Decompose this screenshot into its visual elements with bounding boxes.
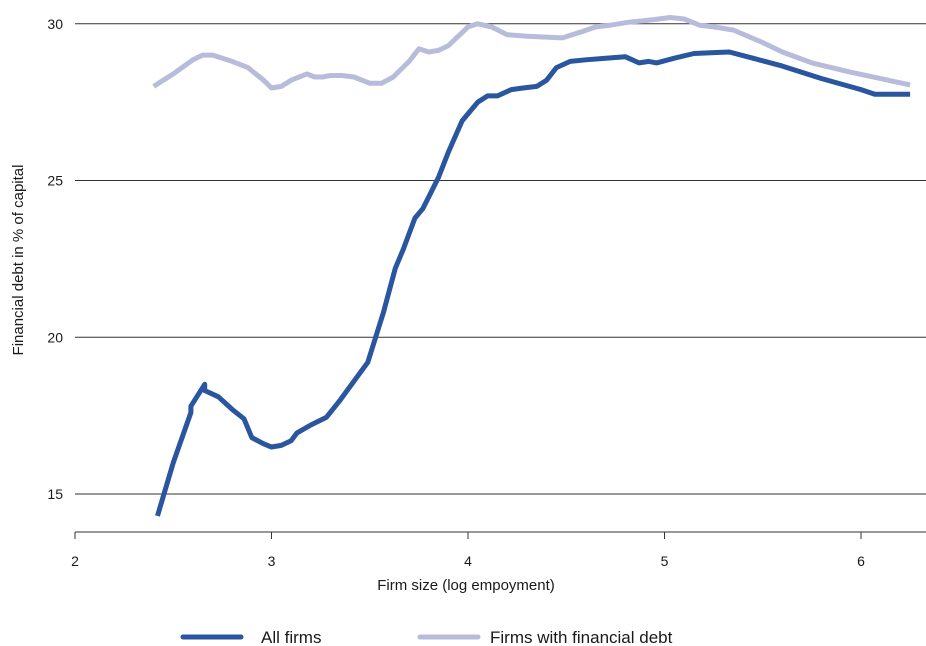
y-axis-title: Financial debt in % of capital xyxy=(10,165,27,356)
x-tick-label-4: 4 xyxy=(464,553,472,569)
legend-label-firms-with-financial-debt: Firms with financial debt xyxy=(490,628,673,646)
y-axis-tick-labels: 15 20 25 30 xyxy=(47,16,63,502)
x-axis-title: Firm size (log empoyment) xyxy=(377,577,555,594)
series-line-all-firms xyxy=(155,49,911,517)
x-tick-label-6: 6 xyxy=(857,553,865,569)
y-tick-label-25: 25 xyxy=(47,173,63,189)
legend: All firms Firms with financial debt xyxy=(180,628,673,646)
x-tick-label-5: 5 xyxy=(661,553,669,569)
series-line-firms-with-financial-debt xyxy=(152,15,911,91)
series-lines xyxy=(152,15,911,517)
x-tick-label-3: 3 xyxy=(268,553,276,569)
gridlines xyxy=(75,23,926,495)
x-axis: 2 3 4 5 6 xyxy=(71,531,926,569)
y-tick-label-30: 30 xyxy=(47,16,63,32)
y-tick-label-15: 15 xyxy=(47,486,63,502)
x-tick-label-2: 2 xyxy=(71,553,79,569)
legend-label-all-firms: All firms xyxy=(261,628,321,646)
y-tick-label-20: 20 xyxy=(47,329,63,345)
